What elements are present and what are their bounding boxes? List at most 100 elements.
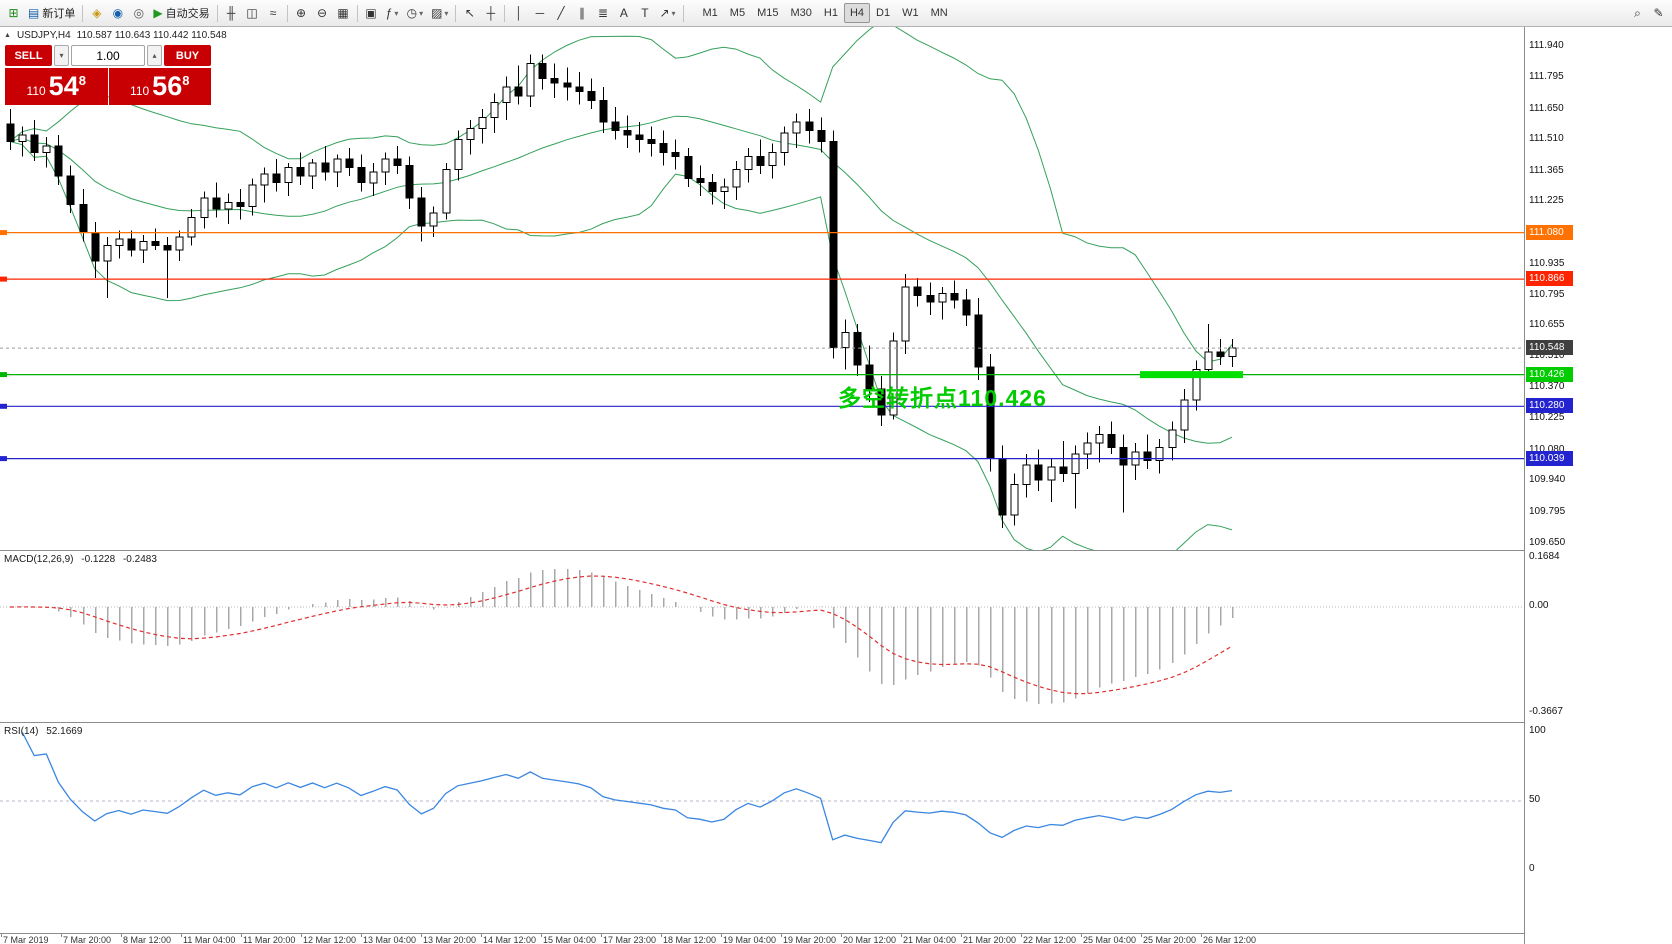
toolbar-separator — [216, 4, 218, 22]
horizontal-line-button[interactable]: ─ — [529, 3, 550, 24]
chart-line-button[interactable]: ≈ — [263, 3, 284, 24]
price-tick-label: 110.795 — [1529, 288, 1565, 300]
market-watch-button[interactable]: ◈ — [86, 3, 107, 24]
time-tick — [61, 934, 62, 937]
price-tag-110.866: 110.866 — [1526, 271, 1573, 287]
macd-panel[interactable]: MACD(12,26,9) -0.1228 -0.2483 — [0, 550, 1524, 722]
sell-button[interactable]: SELL — [5, 45, 52, 66]
timeframe-w1-button[interactable]: W1 — [902, 7, 919, 19]
macd-tick-label: -0.3667 — [1529, 706, 1563, 718]
time-tick — [721, 934, 722, 937]
macd-signal-line — [9, 575, 1233, 695]
timeframe-m30-button[interactable]: M30 — [790, 7, 812, 19]
zoom-out-button[interactable]: ⊖ — [312, 3, 333, 24]
quick-edit-button[interactable]: ✎ — [1648, 3, 1669, 24]
bollinger-lower-band — [9, 141, 1233, 550]
price-tick-label: 111.795 — [1529, 71, 1564, 83]
timeframe-m15-button[interactable]: M15 — [757, 7, 779, 19]
market-watch-icon: ◈ — [92, 6, 102, 20]
chevron-up-icon: ▴ — [152, 51, 157, 60]
price-axis[interactable]: 111.940 111.795 111.650 111.510 111.365 111.2… — [1524, 27, 1672, 944]
macd-params: (12,26,9) — [33, 554, 74, 565]
grid-button[interactable]: ▦ — [333, 3, 354, 24]
time-tick — [841, 934, 842, 937]
search-button[interactable]: ⌕ — [1627, 3, 1648, 24]
chart-annotation-text[interactable]: 多空转折点110.426 — [838, 385, 1047, 411]
buy-button[interactable]: BUY — [164, 45, 211, 66]
chevron-down-icon: ▾ — [59, 51, 64, 60]
main-chart-panel[interactable]: ▲ USDJPY,H4 110.587 110.643 110.442 110.… — [0, 27, 1524, 550]
sell-price-big: 54 — [48, 71, 79, 101]
templates-button[interactable]: ▨ ▾ — [427, 3, 452, 24]
navigator-button[interactable]: ◉ — [107, 3, 128, 24]
time-tick — [1081, 934, 1082, 937]
timeframe-h1-button[interactable]: H1 — [823, 7, 838, 19]
toolbar-separator — [82, 4, 84, 22]
indicators-button[interactable]: ƒ ▾ — [382, 3, 403, 24]
new-order-button[interactable]: ▤ 新订单 — [24, 3, 79, 24]
symbol-label: USDJPY,H4 — [16, 30, 71, 41]
chevron-down-icon: ▾ — [419, 8, 424, 18]
trendline-button[interactable]: ╱ — [550, 3, 571, 24]
sell-price-button[interactable]: 110 54 8 — [5, 68, 108, 105]
time-tick — [181, 934, 182, 937]
text-button[interactable]: A — [613, 3, 634, 24]
timeframe-m5-button[interactable]: M5 — [729, 7, 746, 19]
zoom-in-icon: ⊕ — [296, 6, 307, 20]
new-chart-button[interactable]: ⊞ — [3, 3, 24, 24]
price-tick-label: 111.650 — [1529, 102, 1564, 114]
chart-candles-button[interactable]: ◫ — [242, 3, 263, 24]
time-tick — [961, 934, 962, 937]
rsi-panel[interactable]: RSI(14) 52.1669 — [0, 722, 1524, 933]
toolbar-separator — [455, 4, 457, 22]
toolbar-right-group: ⌕ ✎ — [1627, 3, 1669, 24]
macd-canvas[interactable] — [0, 551, 1524, 723]
price-tick-label: 110.510 — [1529, 350, 1565, 362]
buy-price-button[interactable]: 110 56 8 — [108, 68, 211, 105]
vertical-line-button[interactable]: │ — [508, 3, 529, 24]
timeframe-m1-button[interactable]: M1 — [702, 7, 718, 19]
tile-windows-button[interactable]: ▣ — [361, 3, 382, 24]
toolbar: ⊞ ▤ 新订单 ◈ ◉ ◎ ▶ 自动交易 ╫ ◫ ≈ ⊕ ⊖ ▦ ▣ ƒ ▾ ◷ ▾ ▨ ▾ ↖ ┼ │ ─ ╱ ∥ ≣ A T ↗ ▾ M1 M… — [0, 0, 1672, 27]
chart-bars-button[interactable]: ╫ — [221, 3, 242, 24]
timeframe-d1-button[interactable]: D1 — [876, 7, 891, 19]
zoom-in-button[interactable]: ⊕ — [291, 3, 312, 24]
arrows-button[interactable]: ↗ ▾ — [655, 3, 679, 24]
rsi-canvas[interactable] — [0, 723, 1524, 934]
terminal-button[interactable]: ◎ — [128, 3, 149, 24]
price-tick-label: 110.225 — [1529, 412, 1565, 424]
text-label-button[interactable]: T — [634, 3, 655, 24]
cursor-button[interactable]: ↖ — [459, 3, 480, 24]
fibonacci-button[interactable]: ≣ — [592, 3, 613, 24]
volume-input[interactable] — [71, 45, 145, 66]
volume-increase-button[interactable]: ▴ — [147, 45, 162, 66]
channel-button[interactable]: ∥ — [571, 3, 592, 24]
price-tag-110.039: 110.039 — [1526, 450, 1573, 466]
new-order-icon: ▤ — [28, 6, 40, 20]
time-tick-label: 17 Mar 23:00 — [603, 935, 657, 944]
time-tick — [481, 934, 482, 937]
navigator-icon: ◉ — [112, 6, 124, 20]
time-tick-label: 26 Mar 12:00 — [1203, 935, 1257, 944]
price-tick-label: 111.225 — [1529, 195, 1564, 207]
price-tag-110.280: 110.280 — [1526, 398, 1573, 414]
periods-button[interactable]: ◷ ▾ — [403, 3, 428, 24]
line-left-marker — [0, 276, 7, 282]
price-tick-label: 110.370 — [1529, 380, 1565, 392]
timeframe-h4-button[interactable]: H4 — [843, 3, 871, 23]
crosshair-button[interactable]: ┼ — [480, 3, 501, 24]
line-left-marker — [0, 456, 7, 462]
price-tag-110.426: 110.426 — [1526, 366, 1573, 382]
auto-trading-button[interactable]: ▶ 自动交易 — [149, 3, 213, 24]
price-chart-canvas[interactable] — [0, 27, 1524, 550]
volume-decrease-button[interactable]: ▾ — [54, 45, 69, 66]
timeframe-group: M1 M5 M15 M30 H1 H4 D1 W1 MN — [697, 3, 954, 23]
channel-icon: ∥ — [578, 6, 585, 20]
timeframe-mn-button[interactable]: MN — [930, 7, 948, 19]
time-tick-label: 8 Mar 12:00 — [123, 935, 172, 944]
macd-tick-label: 0.00 — [1529, 600, 1549, 611]
time-axis[interactable]: 7 Mar 2019 7 Mar 20:00 8 Mar 12:00 11 Mar 0… — [0, 933, 1524, 944]
auto-trading-button-label: 自动交易 — [165, 8, 210, 20]
macd-tick-label: 0.1684 — [1529, 551, 1560, 563]
